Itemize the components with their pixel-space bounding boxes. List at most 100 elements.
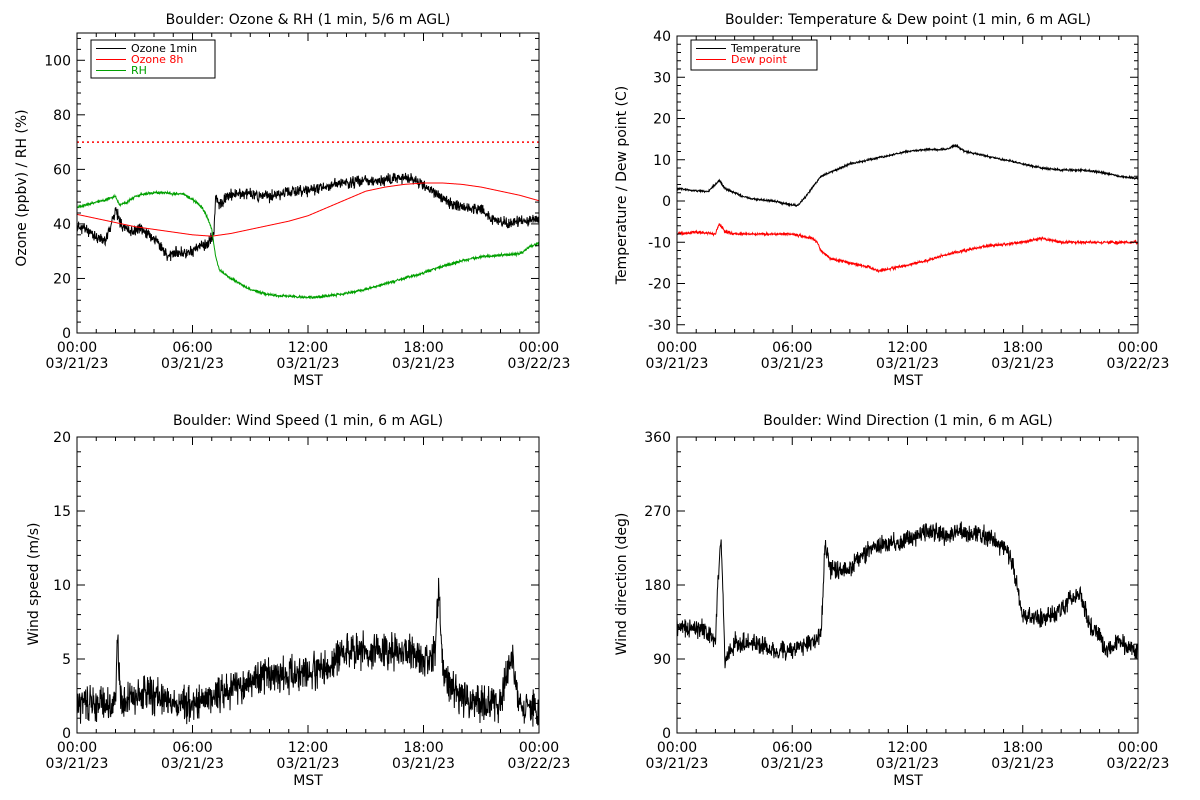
- y-tick-label: -10: [648, 235, 671, 251]
- series-line-wind-dir: [677, 521, 1138, 669]
- y-tick-label: 20: [53, 430, 71, 446]
- x-tick-label-date: 03/21/23: [876, 356, 939, 372]
- y-tick-label: 30: [653, 70, 671, 86]
- x-tick-label-date: 03/21/23: [876, 756, 939, 772]
- x-tick-label-date: 03/21/23: [277, 756, 340, 772]
- y-tick-label: 90: [653, 652, 671, 668]
- x-tick-label-date: 03/22/23: [508, 756, 571, 772]
- x-tick-label-time: 00:00: [1118, 740, 1158, 756]
- x-axis-label: MST: [893, 773, 923, 789]
- chart-title: Boulder: Ozone & RH (1 min, 5/6 m AGL): [166, 12, 451, 28]
- x-tick-label-date: 03/21/23: [161, 356, 224, 372]
- y-axis-label: Wind direction (deg): [614, 513, 630, 656]
- plot-area: 02040608010000:0003/21/2306:0003/21/2312…: [44, 32, 571, 372]
- y-tick-label: 0: [62, 726, 71, 742]
- y-tick-label: 60: [53, 162, 71, 178]
- x-tick-label-time: 00:00: [519, 340, 559, 356]
- x-tick-label-date: 03/21/23: [761, 756, 824, 772]
- x-tick-label-date: 03/21/23: [646, 756, 709, 772]
- y-tick-label: 10: [653, 153, 671, 169]
- x-tick-label-time: 12:00: [887, 740, 927, 756]
- series-group: [77, 172, 539, 300]
- series-line-dew-point: [677, 223, 1138, 274]
- series-line-temperature: [677, 143, 1138, 208]
- x-tick-label-date: 03/22/23: [1107, 356, 1170, 372]
- y-tick-label: 270: [644, 504, 671, 520]
- y-tick-label: 40: [653, 29, 671, 45]
- series-line-wind-speed: [77, 577, 539, 727]
- x-tick-label-time: 06:00: [772, 740, 812, 756]
- series-line-ozone-1min: [77, 172, 539, 261]
- x-tick-label-date: 03/21/23: [277, 356, 340, 372]
- x-tick-label-time: 00:00: [519, 740, 559, 756]
- wind-speed-panel: Boulder: Wind Speed (1 min, 6 m AGL) 0 5 1…: [26, 413, 570, 789]
- x-tick-label-time: 18:00: [1003, 340, 1043, 356]
- x-tick-label-time: 06:00: [772, 340, 812, 356]
- wind-direction-panel: Boulder: Wind Direction (1 min, 6 m AGL)…: [614, 413, 1169, 789]
- x-tick-label-time: 18:00: [403, 340, 443, 356]
- y-tick-label: 80: [53, 108, 71, 124]
- legend-label-dew-point: Dew point: [731, 53, 787, 66]
- x-tick-label-time: 12:00: [288, 740, 328, 756]
- plot-area: -30-20-1001020304000:0003/21/2306:0003/2…: [646, 29, 1170, 372]
- legend-label-rh: RH: [131, 64, 147, 77]
- x-tick-label-time: 18:00: [1003, 740, 1043, 756]
- y-tick-label: 0: [662, 194, 671, 210]
- x-tick-label-time: 12:00: [288, 340, 328, 356]
- y-tick-label: 0: [62, 326, 71, 342]
- y-tick-label: 180: [644, 578, 671, 594]
- legend: Ozone 1min Ozone 8h RH: [90, 39, 216, 79]
- y-axis-label: Temperature / Dew point (C): [614, 86, 630, 285]
- y-axis-label: Ozone (ppbv) / RH (%): [14, 109, 30, 266]
- temperature-dewpoint-panel: Boulder: Temperature & Dew point (1 min,…: [614, 12, 1169, 389]
- x-tick-label-date: 03/21/23: [161, 756, 224, 772]
- series-group: [77, 577, 539, 727]
- x-tick-label-date: 03/21/23: [646, 356, 709, 372]
- plot-area: 0510152000:0003/21/2306:0003/21/2312:000…: [46, 430, 571, 772]
- legend-label-ozone-8h: Ozone 8h: [131, 53, 183, 66]
- legend-box: [690, 39, 818, 71]
- x-tick-label-time: 18:00: [403, 740, 443, 756]
- series-group: [677, 521, 1138, 669]
- x-tick-label-date: 03/21/23: [761, 356, 824, 372]
- plot-area: 09018027036000:0003/21/2306:0003/21/2312…: [644, 430, 1169, 772]
- x-tick-label-time: 00:00: [57, 340, 97, 356]
- y-tick-label: 0: [662, 726, 671, 742]
- series-group: [677, 143, 1138, 274]
- x-axis-label: MST: [293, 373, 323, 389]
- x-tick-label-date: 03/21/23: [991, 356, 1054, 372]
- y-tick-label: 100: [44, 53, 71, 69]
- y-tick-label: 15: [53, 504, 71, 520]
- legend: Temperature Dew point: [690, 39, 818, 71]
- ozone-rh-panel: Boulder: Ozone & RH (1 min, 5/6 m AGL) 0…: [14, 12, 570, 389]
- y-tick-label: 20: [653, 112, 671, 128]
- x-tick-label-date: 03/22/23: [508, 356, 571, 372]
- chart-title: Boulder: Wind Speed (1 min, 6 m AGL): [173, 413, 443, 429]
- y-axis-label: Wind speed (m/s): [26, 523, 42, 646]
- x-axis-label: MST: [893, 373, 923, 389]
- x-tick-label-time: 00:00: [1118, 340, 1158, 356]
- x-tick-label-time: 12:00: [887, 340, 927, 356]
- y-tick-label: 360: [644, 430, 671, 446]
- x-tick-label-date: 03/22/23: [1107, 756, 1170, 772]
- chart-title: Boulder: Temperature & Dew point (1 min,…: [725, 12, 1091, 28]
- legend-box: [90, 39, 216, 79]
- y-tick-label: 20: [53, 271, 71, 287]
- x-axis-label: MST: [293, 773, 323, 789]
- y-tick-label: 5: [62, 652, 71, 668]
- series-line-ozone-8h: [77, 182, 539, 237]
- y-tick-label: 40: [53, 217, 71, 233]
- series-line-rh: [77, 189, 539, 300]
- x-tick-label-date: 03/21/23: [46, 756, 109, 772]
- x-tick-label-date: 03/21/23: [46, 356, 109, 372]
- y-tick-label: -30: [648, 318, 671, 334]
- x-tick-label-time: 00:00: [57, 740, 97, 756]
- x-tick-label-time: 00:00: [657, 340, 697, 356]
- x-tick-label-date: 03/21/23: [991, 756, 1054, 772]
- x-tick-label-date: 03/21/23: [392, 356, 455, 372]
- x-tick-label-time: 06:00: [172, 340, 212, 356]
- x-tick-label-time: 00:00: [657, 740, 697, 756]
- chart-title: Boulder: Wind Direction (1 min, 6 m AGL): [763, 413, 1052, 429]
- y-tick-label: -20: [648, 277, 671, 293]
